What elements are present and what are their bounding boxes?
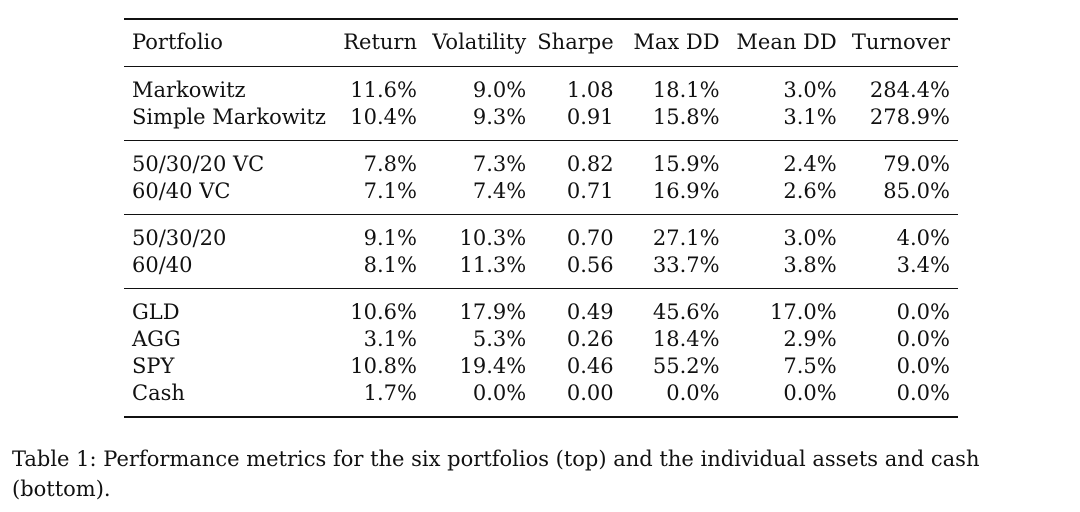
- cell-sharpe: 0.56: [566, 253, 614, 277]
- cell-return: 10.8%: [350, 354, 417, 378]
- cell-max-dd: 16.9%: [652, 179, 720, 203]
- table-row: 60/40 8.1% 11.3% 0.56 33.7% 3.8% 3.4%: [124, 252, 958, 289]
- performance-table: Portfolio Return Volatility Sharpe Max D…: [124, 18, 958, 418]
- cell-portfolio: Cash: [132, 381, 185, 405]
- cell-turnover: 0.0%: [896, 327, 950, 351]
- table-caption: Table 1: Performance metrics for the six…: [12, 447, 980, 501]
- cell-sharpe: 0.46: [566, 354, 614, 378]
- cell-sharpe: 0.26: [566, 327, 614, 351]
- cell-volatility: 0.0%: [472, 381, 527, 405]
- cell-sharpe: 0.00: [566, 381, 614, 405]
- table-row: 50/30/20 9.1% 10.3% 0.70 27.1% 3.0% 4.0%: [124, 214, 958, 253]
- cell-return: 9.1%: [363, 226, 417, 250]
- header-row: Portfolio Return Volatility Sharpe Max D…: [124, 19, 958, 67]
- cell-mean-dd: 3.1%: [783, 105, 837, 129]
- header-return: Return: [343, 30, 417, 54]
- cell-volatility: 11.3%: [459, 253, 527, 277]
- cell-max-dd: 45.6%: [652, 300, 720, 324]
- cell-turnover: 85.0%: [883, 179, 950, 203]
- cell-sharpe: 0.49: [566, 300, 614, 324]
- table-row: Markowitz 11.6% 9.0% 1.08 18.1% 3.0% 284…: [124, 66, 958, 105]
- header-max-dd: Max DD: [633, 30, 720, 54]
- cell-volatility: 10.3%: [459, 226, 527, 250]
- cell-max-dd: 18.1%: [652, 78, 720, 102]
- cell-max-dd: 15.8%: [652, 105, 720, 129]
- group-volatility-control: 50/30/20 VC 7.8% 7.3% 0.82 15.9% 2.4% 79…: [124, 140, 958, 215]
- header-portfolio: Portfolio: [132, 30, 223, 54]
- table-row: 60/40 VC 7.1% 7.4% 0.71 16.9% 2.6% 85.0%: [124, 178, 958, 215]
- cell-sharpe: 0.71: [566, 179, 614, 203]
- cell-return: 3.1%: [363, 327, 417, 351]
- group-static-allocation: 50/30/20 9.1% 10.3% 0.70 27.1% 3.0% 4.0%…: [124, 214, 958, 289]
- cell-portfolio: AGG: [132, 327, 181, 351]
- cell-turnover: 0.0%: [896, 354, 950, 378]
- cell-portfolio: 60/40: [132, 253, 193, 277]
- cell-max-dd: 33.7%: [652, 253, 720, 277]
- cell-return: 10.4%: [350, 105, 417, 129]
- table-row: 50/30/20 VC 7.8% 7.3% 0.82 15.9% 2.4% 79…: [124, 140, 958, 179]
- cell-sharpe: 1.08: [566, 78, 614, 102]
- cell-portfolio: SPY: [132, 354, 175, 378]
- cell-mean-dd: 2.4%: [783, 152, 837, 176]
- cell-volatility: 9.3%: [472, 105, 527, 129]
- cell-max-dd: 18.4%: [652, 327, 720, 351]
- cell-portfolio: GLD: [132, 300, 180, 324]
- cell-sharpe: 0.82: [566, 152, 614, 176]
- cell-volatility: 17.9%: [459, 300, 527, 324]
- cell-volatility: 7.3%: [472, 152, 527, 176]
- cell-mean-dd: 0.0%: [783, 381, 837, 405]
- cell-volatility: 19.4%: [459, 354, 527, 378]
- cell-portfolio: Markowitz: [132, 78, 246, 102]
- cell-portfolio: Simple Markowitz: [132, 105, 326, 129]
- cell-mean-dd: 17.0%: [770, 300, 837, 324]
- table-row: Simple Markowitz 10.4% 9.3% 0.91 15.8% 3…: [124, 104, 958, 141]
- table-header: Portfolio Return Volatility Sharpe Max D…: [124, 19, 958, 67]
- table-row: AGG 3.1% 5.3% 0.26 18.4% 2.9% 0.0%: [124, 326, 958, 353]
- header-turnover: Turnover: [851, 30, 950, 54]
- cell-return: 10.6%: [350, 300, 417, 324]
- cell-mean-dd: 3.0%: [783, 78, 837, 102]
- header-mean-dd: Mean DD: [736, 30, 837, 54]
- cell-portfolio: 50/30/20: [132, 226, 227, 250]
- cell-turnover: 284.4%: [869, 78, 950, 102]
- table-row: SPY 10.8% 19.4% 0.46 55.2% 7.5% 0.0%: [124, 353, 958, 380]
- cell-sharpe: 0.91: [566, 105, 614, 129]
- cell-turnover: 3.4%: [896, 253, 950, 277]
- cell-mean-dd: 3.0%: [783, 226, 837, 250]
- cell-mean-dd: 3.8%: [783, 253, 837, 277]
- cell-turnover: 0.0%: [896, 300, 950, 324]
- cell-turnover: 0.0%: [896, 381, 950, 405]
- cell-portfolio: 60/40 VC: [132, 179, 231, 203]
- cell-volatility: 7.4%: [472, 179, 527, 203]
- cell-max-dd: 0.0%: [666, 381, 720, 405]
- cell-mean-dd: 2.9%: [783, 327, 837, 351]
- cell-turnover: 4.0%: [896, 226, 950, 250]
- cell-max-dd: 27.1%: [652, 226, 720, 250]
- group-individual-assets: GLD 10.6% 17.9% 0.49 45.6% 17.0% 0.0% AG…: [124, 288, 958, 417]
- cell-turnover: 278.9%: [869, 105, 950, 129]
- cell-return: 8.1%: [363, 253, 417, 277]
- header-sharpe: Sharpe: [537, 30, 614, 54]
- cell-mean-dd: 7.5%: [783, 354, 837, 378]
- cell-portfolio: 50/30/20 VC: [132, 152, 265, 176]
- cell-volatility: 9.0%: [472, 78, 527, 102]
- cell-return: 1.7%: [363, 381, 417, 405]
- table-row: GLD 10.6% 17.9% 0.49 45.6% 17.0% 0.0%: [124, 288, 958, 327]
- cell-max-dd: 55.2%: [652, 354, 720, 378]
- header-volatility: Volatility: [432, 30, 527, 54]
- cell-max-dd: 15.9%: [652, 152, 720, 176]
- cell-return: 7.1%: [363, 179, 417, 203]
- cell-mean-dd: 2.6%: [783, 179, 837, 203]
- cell-sharpe: 0.70: [566, 226, 614, 250]
- cell-return: 11.6%: [350, 78, 417, 102]
- performance-table-container: Portfolio Return Volatility Sharpe Max D…: [124, 18, 958, 418]
- cell-volatility: 5.3%: [472, 327, 527, 351]
- cell-return: 7.8%: [363, 152, 417, 176]
- table-row: Cash 1.7% 0.0% 0.00 0.0% 0.0% 0.0%: [124, 380, 958, 417]
- cell-turnover: 79.0%: [883, 152, 950, 176]
- group-markowitz: Markowitz 11.6% 9.0% 1.08 18.1% 3.0% 284…: [124, 66, 958, 141]
